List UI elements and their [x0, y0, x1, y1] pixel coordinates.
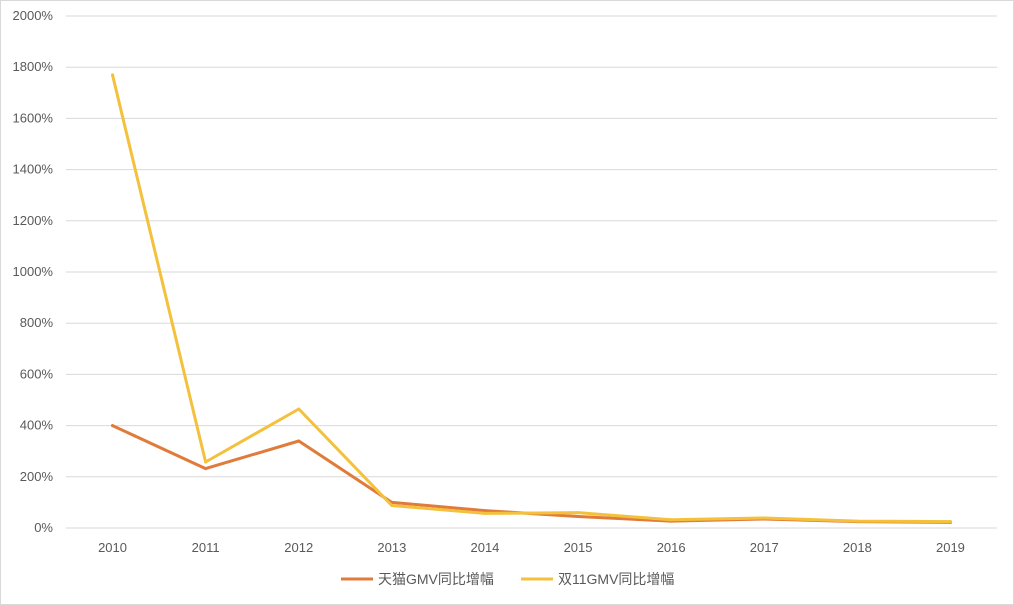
y-tick-label: 1400% — [13, 162, 54, 177]
y-tick-label: 200% — [20, 469, 54, 484]
data-point — [669, 518, 673, 522]
series-line-2 — [111, 73, 952, 524]
x-tick-label: 2019 — [936, 540, 965, 555]
data-point — [111, 424, 115, 428]
y-tick-label: 400% — [20, 418, 54, 433]
data-point — [948, 520, 952, 524]
legend-label: 双11GMV同比增幅 — [558, 571, 674, 587]
data-point — [297, 407, 301, 411]
y-tick-label: 2000% — [13, 8, 54, 23]
x-tick-label: 2017 — [750, 540, 779, 555]
x-axis-tick-labels: 2010 2011 2012 2013 2014 2015 2016 2017 2018 2019 — [98, 540, 965, 555]
y-tick-label: 600% — [20, 366, 54, 381]
data-point — [204, 467, 208, 471]
x-tick-label: 2016 — [657, 540, 686, 555]
y-axis-tick-labels: 0% 200% 400% 600% 800% 1000% 1200% 1400% 1600% 18… — [13, 8, 54, 535]
data-point — [855, 519, 859, 523]
x-tick-label: 2015 — [564, 540, 593, 555]
x-tick-label: 2012 — [284, 540, 313, 555]
data-point — [297, 439, 301, 443]
y-tick-label: 1000% — [13, 264, 54, 279]
legend-label: 天猫GMV同比增幅 — [378, 571, 494, 587]
data-point — [576, 514, 580, 518]
x-tick-label: 2018 — [843, 540, 872, 555]
y-tick-label: 1800% — [13, 59, 54, 74]
data-point — [204, 460, 208, 464]
y-tick-label: 1200% — [13, 213, 54, 228]
series-line-1 — [111, 424, 952, 524]
legend: 天猫GMV同比增幅 双11GMV同比增幅 — [341, 571, 674, 587]
gridlines — [66, 15, 997, 529]
y-tick-label: 800% — [20, 315, 54, 330]
x-tick-label: 2011 — [192, 540, 220, 555]
x-tick-label: 2014 — [470, 540, 499, 555]
data-point — [390, 503, 394, 507]
data-point — [762, 516, 766, 520]
data-point — [483, 511, 487, 515]
x-tick-label: 2013 — [377, 540, 406, 555]
x-tick-label: 2010 — [98, 540, 127, 555]
data-point — [576, 511, 580, 515]
y-tick-label: 0% — [34, 520, 53, 535]
series-lines — [111, 73, 952, 524]
data-point — [111, 73, 115, 77]
y-tick-label: 1600% — [13, 110, 54, 125]
data-point — [483, 509, 487, 513]
